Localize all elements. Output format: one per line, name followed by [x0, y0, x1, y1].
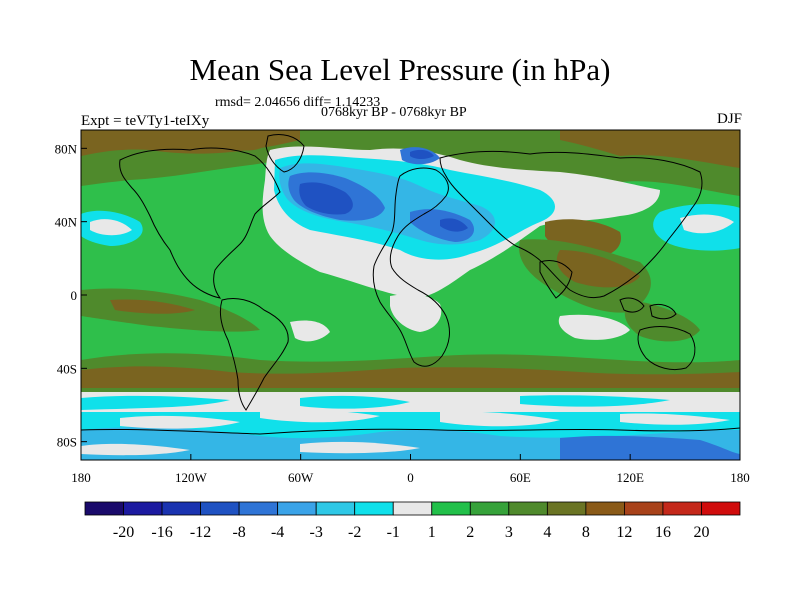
colorbar-swatch: [431, 501, 471, 516]
colorbar-label: -12: [190, 524, 211, 541]
colorbar: -20 -16 -12 -8 -4 -3 -2 -1 1 2 3 4 8 12 16 20: [84, 501, 741, 541]
colorbar-swatch: [546, 501, 587, 516]
y-tick-label: 40S: [57, 361, 77, 376]
period-label: 0768kyr BP - 0768kyr BP: [321, 105, 467, 120]
season-label: DJF: [716, 111, 742, 127]
y-tick-label: 80S: [57, 435, 77, 450]
map-field: [81, 130, 740, 460]
colorbar-label: 8: [582, 524, 590, 541]
x-tick-label: 120W: [175, 470, 208, 485]
colorbar-label: -4: [271, 524, 284, 541]
colorbar-swatch: [161, 501, 201, 516]
colorbar-label: 2: [466, 524, 474, 541]
colorbar-swatch: [701, 501, 741, 516]
colorbar-swatch: [238, 501, 279, 516]
x-tick-label: 60E: [510, 470, 531, 485]
x-tick-label: 180: [71, 470, 91, 485]
y-tick-label: 80N: [55, 141, 78, 156]
y-tick-label: 40N: [55, 215, 78, 230]
colorbar-label: 1: [428, 524, 436, 541]
colorbar-label: -3: [310, 524, 323, 541]
stats-text: rmsd= 2.04656 diff= 1.14233: [215, 95, 381, 110]
colorbar-label: 3: [505, 524, 513, 541]
colorbar-swatch: [624, 501, 664, 516]
colorbar-label: 12: [616, 524, 632, 541]
x-tick-label: 120E: [616, 470, 644, 485]
colorbar-swatch: [277, 501, 317, 516]
colorbar-swatch: [662, 501, 702, 516]
colorbar-swatch: [123, 501, 163, 516]
colorbar-swatch: [392, 501, 433, 516]
colorbar-swatch: [84, 501, 124, 516]
colorbar-label: -20: [113, 524, 134, 541]
x-tick-label: 60W: [288, 470, 314, 485]
colorbar-swatch: [585, 501, 625, 516]
colorbar-label: -8: [232, 524, 245, 541]
colorbar-label: -2: [348, 524, 361, 541]
colorbar-swatch: [354, 501, 394, 516]
coastlines: [81, 133, 740, 435]
colorbar-label: 20: [693, 524, 709, 541]
x-tick-label: 0: [407, 470, 414, 485]
map-title: Mean Sea Level Pressure (in hPa): [189, 52, 611, 87]
y-tick-label: 0: [71, 288, 78, 303]
colorbar-label: 4: [543, 524, 551, 541]
colorbar-swatch: [200, 501, 240, 516]
colorbar-swatch: [469, 501, 510, 516]
colorbar-label: -1: [387, 524, 400, 541]
colorbar-label: 16: [655, 524, 671, 541]
experiment-label: Expt = teVTy1-teIXy: [81, 113, 210, 129]
colorbar-swatch: [315, 501, 356, 516]
colorbar-swatch: [508, 501, 548, 516]
colorbar-label: -16: [151, 524, 172, 541]
x-tick-label: 180: [730, 470, 750, 485]
